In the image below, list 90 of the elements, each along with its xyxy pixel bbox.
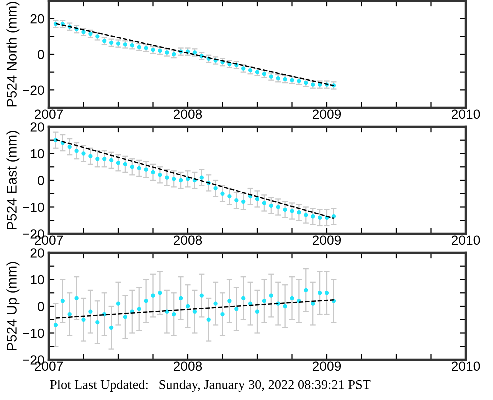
point (206, 318, 211, 322)
x-tick-label: 2010 (452, 236, 480, 246)
point (234, 307, 239, 312)
point (255, 310, 260, 314)
x-tick-label: 2010 (452, 110, 480, 120)
point (137, 166, 142, 171)
x-tick-label: 2009 (312, 236, 342, 246)
point (172, 312, 176, 317)
point (220, 192, 225, 196)
point (269, 294, 274, 298)
point (123, 162, 128, 167)
point (60, 299, 65, 304)
point (311, 214, 316, 219)
y-tick-label: 0 (38, 50, 44, 60)
text: Plot Last Updated: Sunday, January 30, 2022 08:39:21 PST (50, 380, 371, 392)
point (228, 299, 232, 304)
x-tick-label: 2008 (174, 110, 202, 120)
point (68, 312, 72, 317)
point (96, 157, 100, 162)
point (116, 302, 121, 306)
x-tick-label: 2007 (34, 110, 64, 120)
point (178, 178, 184, 183)
x-tick-label: 2008 (174, 362, 202, 372)
point (262, 299, 267, 304)
point (214, 302, 218, 306)
x-tick-label: 2009 (312, 362, 342, 372)
y-axis-title: P524 East (mm) (6, 131, 20, 230)
point (228, 194, 232, 199)
y-tick-label: −20 (23, 86, 44, 96)
point (276, 205, 280, 210)
point (54, 323, 58, 328)
point (324, 291, 330, 296)
point (144, 299, 148, 304)
point (109, 158, 114, 163)
y-tick-label: −10 (23, 202, 44, 212)
point (165, 176, 170, 180)
y-axis-title: P524 Up (mm) (6, 262, 20, 351)
point (290, 296, 294, 301)
point (214, 186, 218, 191)
x-tick-label: 2010 (452, 362, 480, 372)
point (311, 302, 316, 306)
y-axis-title: P524 North (mm) (6, 2, 20, 107)
point (151, 294, 156, 298)
point (318, 291, 322, 296)
y-tick-label: 0 (38, 302, 44, 312)
point (74, 296, 79, 301)
point (220, 312, 225, 317)
y-tick-label: −10 (23, 328, 44, 338)
point (88, 154, 93, 159)
point (234, 198, 239, 203)
point (158, 173, 162, 178)
point (255, 197, 260, 202)
point (109, 326, 114, 330)
point (144, 168, 148, 172)
point (102, 157, 107, 162)
x-tick-label: 2008 (174, 236, 202, 246)
point (318, 216, 322, 220)
point (178, 296, 184, 301)
y-tick-label: 0 (38, 176, 44, 186)
point (304, 213, 308, 218)
point (82, 318, 86, 322)
point (283, 208, 288, 212)
point (74, 148, 79, 154)
point (283, 304, 288, 309)
point (269, 204, 274, 208)
point (88, 310, 93, 314)
point (116, 161, 121, 166)
point (137, 307, 142, 312)
point (186, 304, 190, 309)
y-tick-label: 20 (30, 122, 44, 132)
point (297, 210, 302, 215)
point (130, 165, 134, 170)
point (68, 144, 72, 150)
point (242, 200, 246, 204)
point (200, 294, 204, 298)
point (151, 170, 156, 175)
point (96, 320, 100, 325)
y-tick-label: 10 (31, 149, 44, 159)
y-tick-label: 20 (30, 14, 44, 24)
point (242, 296, 246, 301)
point (262, 201, 267, 206)
point (158, 291, 162, 296)
point (200, 176, 204, 180)
x-tick-label: 2009 (312, 110, 342, 120)
y-tick-label: 20 (30, 248, 44, 258)
y-tick-label: 10 (31, 275, 44, 285)
point (123, 315, 128, 320)
point (172, 177, 176, 182)
point (192, 310, 198, 314)
point (304, 288, 308, 293)
